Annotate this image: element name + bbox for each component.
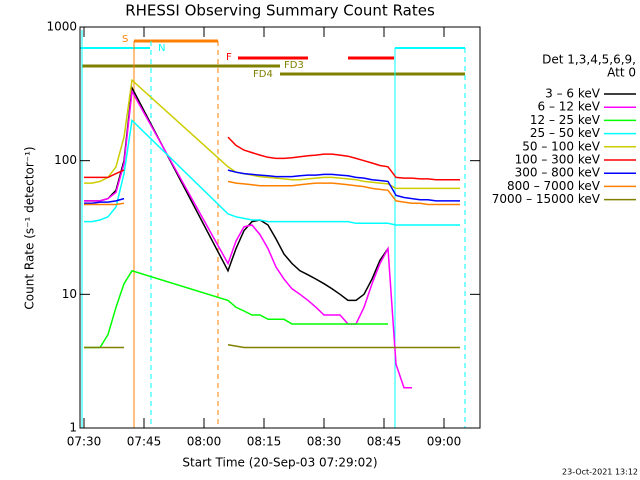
series-line xyxy=(84,78,460,190)
legend-label: 100 – 300 keV xyxy=(515,153,601,167)
x-axis-label: Start Time (20-Sep-03 07:29:02) xyxy=(182,456,377,470)
series-line xyxy=(84,180,460,206)
series-line xyxy=(84,169,460,205)
legend-title: Det 1,3,4,5,6,9, xyxy=(542,53,636,67)
series-line xyxy=(84,118,460,226)
x-tick-label: 09:00 xyxy=(427,435,462,449)
legend-label: 3 – 6 keV xyxy=(545,87,601,101)
x-tick-label: 08:00 xyxy=(187,435,222,449)
legend-label: 25 – 50 keV xyxy=(530,126,601,140)
flag-label: FD3 xyxy=(284,60,304,71)
y-tick-label: 1000 xyxy=(46,20,77,34)
legend-label: 50 – 100 keV xyxy=(522,139,601,153)
x-tick-label: 08:30 xyxy=(307,435,342,449)
x-tick-label: 08:15 xyxy=(247,435,282,449)
x-tick-label: 07:45 xyxy=(127,435,162,449)
flag-label: F xyxy=(226,52,232,63)
series-line xyxy=(84,88,412,389)
x-tick-label: 07:30 xyxy=(67,435,102,449)
legend-label: 300 – 800 keV xyxy=(515,166,601,180)
chart-title: RHESSI Observing Summary Count Rates xyxy=(125,2,435,20)
legend-title: Att 0 xyxy=(607,66,636,80)
footer: 23-Oct-2021 13:12 xyxy=(562,468,638,477)
y-tick-label: 10 xyxy=(62,287,77,301)
x-tick-label: 08:45 xyxy=(367,435,402,449)
flag-label: S xyxy=(122,34,128,45)
legend-label: 12 – 25 keV xyxy=(530,113,601,127)
flag-label: FD4 xyxy=(253,69,273,80)
y-tick-label: 1 xyxy=(69,421,77,435)
legend-label: 800 – 7000 keV xyxy=(507,179,601,193)
series-line xyxy=(84,136,460,181)
series-line xyxy=(84,343,460,349)
y-tick-label: 100 xyxy=(54,153,77,167)
series-line xyxy=(84,269,388,349)
y-axis-label: Count Rate (s⁻¹ detector⁻¹) xyxy=(23,146,37,309)
legend-label: 7000 – 15000 keV xyxy=(492,192,601,206)
legend-label: 6 – 12 keV xyxy=(538,100,601,114)
flags: S N F FD3 FD4 xyxy=(80,30,466,428)
flag-label: N xyxy=(158,43,165,54)
plot-frame xyxy=(79,26,481,429)
